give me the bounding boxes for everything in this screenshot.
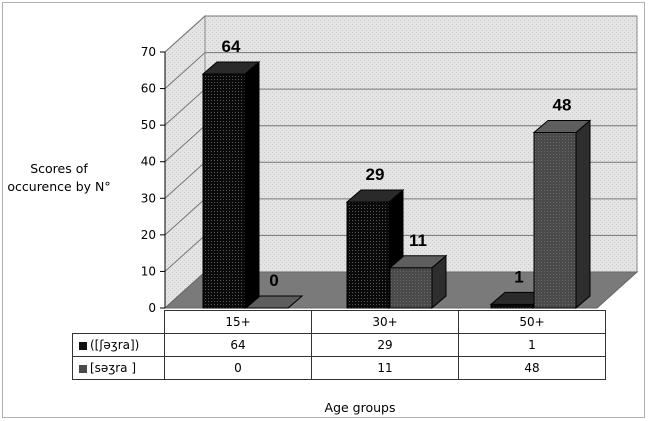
data-label: 48	[553, 95, 572, 114]
series-1-name: ([ʃəʒra])	[90, 338, 140, 352]
y-tick-label: 40	[141, 155, 156, 169]
table-header-row: 15+ 30+ 50+	[72, 310, 606, 334]
table-cell: 64	[164, 333, 312, 357]
data-label: 0	[269, 271, 278, 290]
y-tick-label: 60	[141, 82, 156, 96]
y-tick-label: 0	[148, 301, 156, 315]
bar-top-1-30+	[345, 189, 405, 203]
series-2-name: [səʒra ]	[90, 361, 137, 375]
y-tick-label: 50	[141, 118, 156, 132]
data-label: 11	[409, 231, 427, 250]
y-tick-label: 10	[141, 264, 156, 278]
gridline	[164, 52, 637, 89]
table-cell: 11	[311, 356, 459, 380]
x-axis-label: Age groups	[324, 400, 396, 415]
bar-side-1-15+	[244, 60, 260, 310]
bar-1-30+	[346, 201, 390, 309]
table-cell: 1	[458, 333, 606, 357]
table-row: [səʒra ] 0 11 48	[72, 356, 606, 380]
y-axis-label: Scores of occurence by N°	[4, 160, 114, 196]
side-wall	[164, 14, 206, 310]
data-label: 64	[222, 37, 241, 56]
gridline	[164, 15, 637, 53]
bar-top-2-30+	[388, 255, 448, 269]
bar-top-2-50+	[532, 119, 592, 133]
y-tick-label: 30	[141, 191, 156, 205]
table-header-cell: 50+	[458, 310, 606, 334]
legend-entry-series-2: [səʒra ]	[72, 356, 165, 380]
table-header-cell: 15+	[164, 310, 312, 334]
table-cell: 29	[311, 333, 459, 357]
legend-swatch-series-1	[79, 341, 87, 350]
legend-entry-series-1: ([ʃəʒra])	[72, 333, 165, 357]
y-axis-label-line-2: occurence by N°	[7, 179, 111, 194]
bar-side-2-50+	[575, 119, 591, 310]
bar-top-2-15+	[244, 295, 304, 309]
bar-2-30+	[389, 267, 433, 309]
table-cell: 48	[458, 356, 606, 380]
legend-swatch-series-2	[79, 364, 87, 373]
data-label: 1	[514, 267, 523, 286]
y-tick-label: 70	[141, 45, 156, 59]
y-axis-label-line-1: Scores of	[30, 161, 88, 176]
bar-2-50+	[533, 131, 577, 309]
table-cell: 0	[164, 356, 312, 380]
data-table: 15+ 30+ 50+ ([ʃəʒra]) 64 29 1 [səʒra ] 0…	[72, 310, 606, 380]
table-corner	[72, 310, 165, 334]
bar-1-50+	[490, 303, 534, 309]
table-row: ([ʃəʒra]) 64 29 1	[72, 333, 606, 357]
bar-top-1-15+	[201, 61, 261, 75]
bar-1-15+	[202, 73, 246, 309]
data-label: 29	[366, 165, 385, 184]
table-header-cell: 30+	[311, 310, 459, 334]
y-tick-label: 20	[141, 228, 156, 242]
